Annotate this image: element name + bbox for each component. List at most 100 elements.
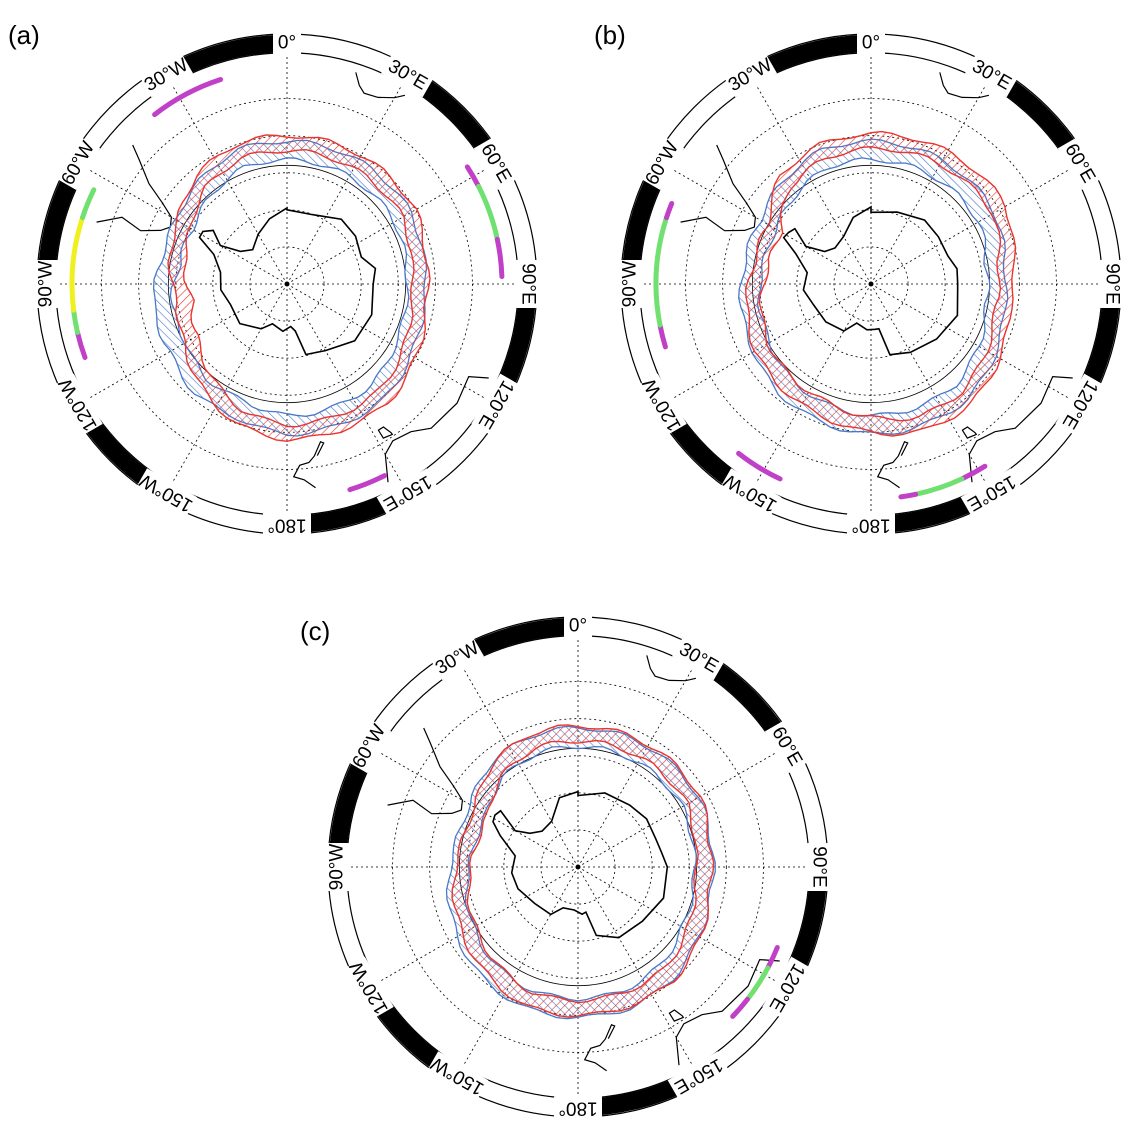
longitude-label-bg: [1055, 373, 1104, 435]
longitude-label-bg: [35, 260, 58, 308]
longitude-label-bg: [273, 32, 301, 55]
rim-arc-magenta: [765, 945, 780, 971]
longitude-label: 90°E: [808, 846, 829, 887]
map-panel-b: (b) 0°30°E60°E90°E120°E150°E180°150°W120…: [594, 20, 1123, 536]
rim-arc-green: [71, 307, 80, 335]
meridian-gridline: [286, 283, 488, 400]
rim-arc-magenta: [464, 164, 482, 189]
latitude-gridline: [212, 209, 362, 359]
latitude-gridline: [540, 829, 616, 905]
rim-arc-magenta: [657, 322, 668, 350]
longitude-label-bg: [471, 373, 520, 435]
panel-label-c: (c): [300, 616, 330, 646]
latitude-gridline: [249, 246, 325, 322]
meridian-gridline: [870, 283, 987, 485]
new-zealand-coastline: [583, 1024, 616, 1072]
red-hatched-band: [744, 130, 1017, 437]
meridian-gridline: [286, 283, 403, 485]
antarctica-coastline: [198, 206, 377, 356]
longitude-label: 30°W: [432, 637, 483, 679]
longitude-label: 90°W: [36, 261, 57, 308]
antarctica-coastline: [782, 205, 959, 356]
longitude-label: 120°E: [765, 960, 809, 1016]
longitude-label: 90°E: [517, 263, 538, 304]
longitude-label: 90°E: [1101, 263, 1122, 304]
longitude-label: 90°W: [620, 261, 641, 308]
longitude-label-bg: [140, 54, 193, 98]
rim-arc-magenta: [664, 201, 675, 221]
longitude-label-bg: [516, 260, 539, 308]
rim-arc-magenta: [730, 996, 750, 1019]
longitude-label-bg: [554, 1096, 602, 1119]
longitude-label: 30°W: [725, 54, 776, 96]
south-america-coastline: [96, 144, 173, 232]
rim-arc-magenta: [152, 77, 224, 118]
longitude-label-bg: [641, 137, 685, 190]
longitude-label-bg: [965, 54, 1018, 98]
latitude-gridline: [503, 792, 653, 942]
longitude-label: 0°: [569, 616, 587, 637]
rim-arc-magenta: [494, 236, 505, 279]
rim-arc-green: [913, 476, 965, 497]
rim-arc-magenta: [75, 329, 88, 360]
longitude-label-bg: [564, 615, 592, 638]
map-panel-a: (a) 0°30°E60°E90°E120°E150°E180°150°W120…: [8, 20, 539, 536]
latitude-gridline: [833, 246, 909, 322]
longitude-label: 180°: [851, 514, 890, 535]
longitude-label: 0°: [862, 33, 880, 54]
australia-coastline: [384, 375, 489, 483]
meridian-gridline: [286, 83, 403, 285]
meridian-gridline: [171, 283, 288, 485]
longitude-label-bg: [326, 843, 349, 891]
rim-arc-green: [476, 183, 500, 242]
south-pole-dot: [575, 864, 581, 870]
africa-coastline: [939, 72, 990, 99]
rim-arc-magenta: [959, 463, 988, 482]
meridian-gridline: [286, 168, 488, 285]
longitude-label-bg: [1100, 260, 1123, 308]
meridian-gridline: [462, 866, 579, 1068]
south-pole-dot: [868, 281, 874, 287]
south-america-coastline: [680, 144, 757, 232]
meridian-gridline: [870, 168, 1072, 285]
australia-coastline: [675, 958, 780, 1066]
rim-arc-magenta: [898, 491, 919, 500]
longitude-label: 180°: [267, 514, 306, 535]
longitude-label-bg: [263, 513, 311, 536]
map-panel-c: (c) 0°30°E60°E90°E120°E150°E180°150°W120…: [300, 615, 830, 1119]
longitude-label-bg: [54, 373, 103, 435]
africa-coastline: [355, 72, 406, 99]
longitude-label-bg: [720, 468, 782, 517]
longitude-label: 60°W: [349, 721, 391, 772]
tasmania-coastline: [377, 426, 394, 439]
rim-arc-magenta: [736, 450, 783, 482]
longitude-label: 120°E: [1058, 377, 1102, 433]
longitude-label-bg: [57, 137, 101, 190]
meridian-gridline: [377, 866, 579, 983]
meridian-gridline: [755, 83, 872, 285]
longitude-label-bg: [136, 468, 198, 517]
longitude-label: 60°W: [58, 138, 100, 189]
new-zealand-coastline: [292, 441, 325, 489]
meridian-gridline: [577, 751, 779, 868]
rim-arc-magenta: [347, 473, 388, 493]
panel-label-b: (b): [594, 20, 626, 50]
longitude-label-bg: [667, 1051, 729, 1100]
tasmania-coastline: [961, 426, 978, 439]
latitude-gridline: [722, 135, 1020, 433]
meridian-gridline: [670, 283, 872, 400]
meridian-gridline: [577, 666, 694, 868]
longitude-label: 90°W: [327, 844, 348, 891]
longitude-label-bg: [672, 637, 725, 681]
red-hatched-band: [451, 724, 715, 1018]
longitude-label-bg: [345, 956, 394, 1018]
panel-label-a: (a): [8, 20, 40, 50]
rim-arc-green: [653, 215, 669, 328]
longitude-label: 180°: [558, 1097, 597, 1118]
longitude-label-bg: [473, 137, 517, 190]
meridian-gridline: [462, 666, 579, 868]
meridian-gridline: [870, 283, 1072, 400]
south-pole-dot: [284, 281, 290, 287]
longitude-label-bg: [724, 54, 777, 98]
